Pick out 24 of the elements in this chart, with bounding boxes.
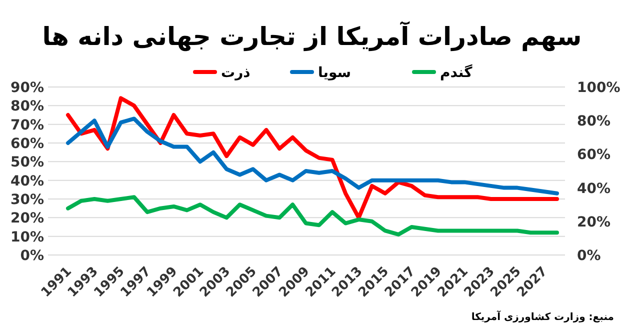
y2-tick-label: 100% <box>577 80 620 96</box>
y-tick-label: 10% <box>10 229 44 246</box>
y2-tick-label: 40% <box>577 180 611 197</box>
chart-title: سهم صادرات آمریکا از تجارت جهانی دانه ها <box>42 21 582 52</box>
line-series <box>66 116 559 196</box>
text: منبع: وزارت کشاورزی آمریکا <box>471 310 614 323</box>
line-series <box>66 96 559 220</box>
y-tick-label: 30% <box>10 192 44 208</box>
line-series <box>66 195 559 236</box>
y2-tick-label: 20% <box>577 214 611 230</box>
y-tick-label: 60% <box>10 136 44 152</box>
y-tick-label: 0% <box>20 248 44 264</box>
legend-label: ذرت <box>221 65 250 81</box>
legend-label: سویا <box>318 65 352 81</box>
y-tick-label: 50% <box>10 154 44 171</box>
y-tick-label: 90% <box>10 80 44 96</box>
y-tick-label: 40% <box>10 173 44 190</box>
legend-label: گندم <box>440 64 474 81</box>
y-tick-label: 20% <box>10 210 44 227</box>
y-tick-label: 80% <box>10 98 44 115</box>
y2-tick-label: 60% <box>577 147 611 164</box>
y2-tick-label: 0% <box>577 248 601 264</box>
y2-tick-label: 80% <box>577 114 611 130</box>
y-tick-label: 70% <box>10 117 44 134</box>
